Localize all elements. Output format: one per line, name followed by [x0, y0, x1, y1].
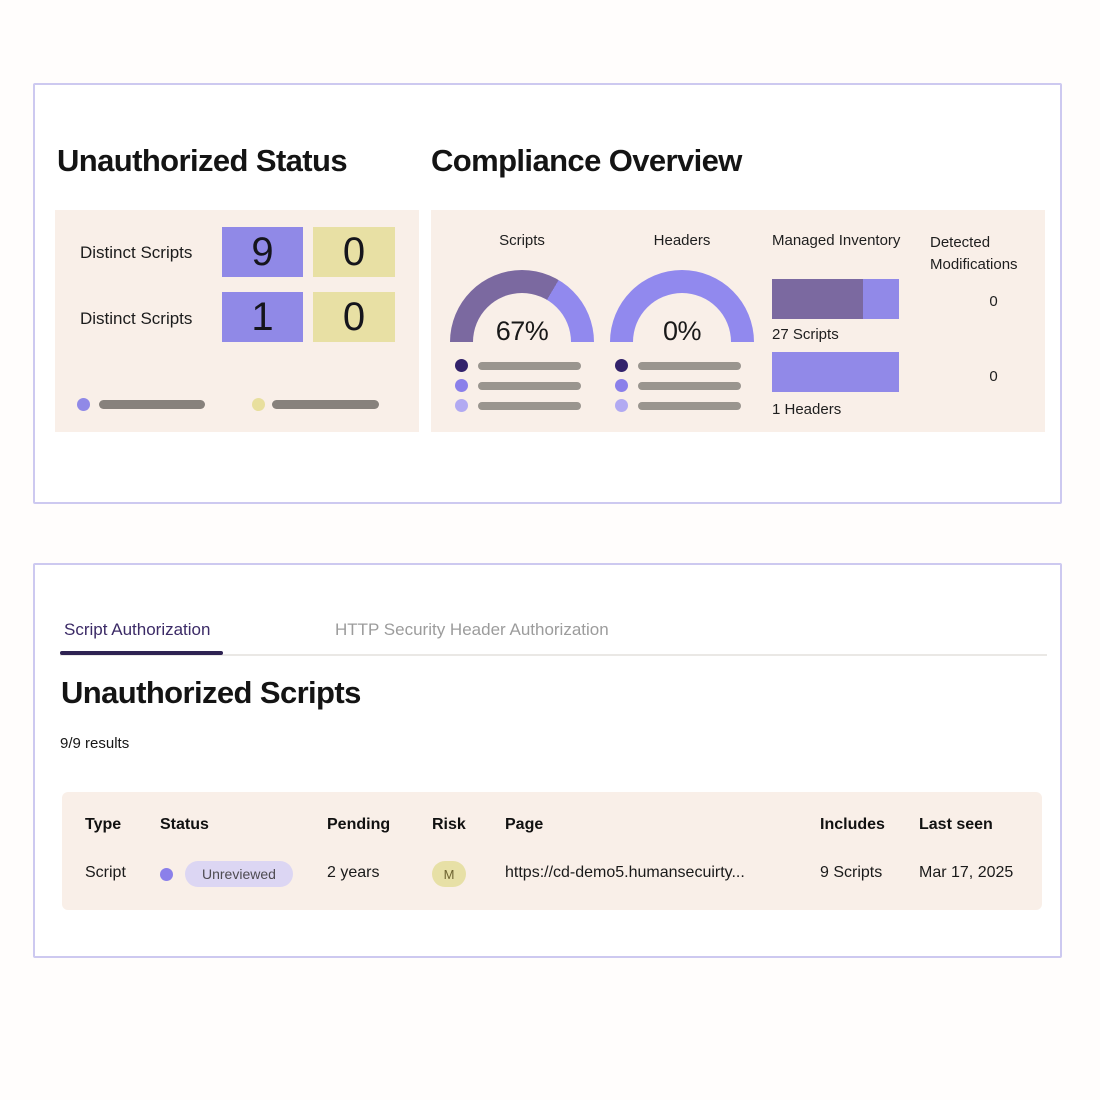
- gauge-legend: [455, 359, 581, 419]
- cell-page-link[interactable]: https://cd-demo5.humansecuirty...: [505, 864, 745, 881]
- column-header-page: Page: [505, 816, 544, 833]
- scripts-inventory-bar: [772, 279, 899, 319]
- authorized-count-value: 0: [342, 229, 366, 274]
- headers-gauge: Headers 0%: [610, 210, 754, 432]
- legend-dot-yellow: [252, 398, 265, 411]
- column-header-last-seen: Last seen: [919, 816, 993, 833]
- cell-type: Script: [85, 864, 126, 881]
- compliance-overview-panel: Scripts 67% Headers 0%: [431, 210, 1045, 432]
- legend-dot-mid: [615, 379, 628, 392]
- risk-badge: M: [432, 861, 466, 887]
- unauthorized-scripts-table: Type Status Pending Risk Page Includes L…: [62, 792, 1042, 910]
- overview-card: Unauthorized Status Compliance Overview …: [33, 83, 1062, 504]
- scripts-inventory-fill: [772, 279, 864, 319]
- column-header-includes: Includes: [820, 816, 885, 833]
- tab-http-security-header-authorization[interactable]: HTTP Security Header Authorization: [335, 620, 609, 639]
- column-header-risk: Risk: [432, 816, 466, 833]
- gauge-arc: 0%: [610, 270, 754, 342]
- detected-modifications-value: 0: [989, 368, 998, 385]
- legend-dot-mid: [455, 379, 468, 392]
- status-dot-icon: [160, 868, 173, 881]
- unauthorized-count-box: 9: [222, 227, 303, 277]
- unauthorized-count-value: 9: [251, 229, 274, 274]
- gauge-label: Headers: [653, 232, 711, 249]
- scripts-inventory-label: 27 Scripts: [772, 326, 839, 343]
- cell-last-seen: Mar 17, 2025: [919, 864, 1014, 881]
- legend-dot-purple: [77, 398, 90, 411]
- status-row-label: Distinct Scripts: [80, 309, 193, 328]
- unauthorized-scripts-heading: Unauthorized Scripts: [61, 675, 361, 710]
- column-header-status: Status: [160, 816, 209, 833]
- gauge-percent: 67%: [495, 316, 549, 342]
- managed-inventory-title: Managed Inventory: [772, 232, 901, 249]
- gauge-arc: 67%: [450, 270, 594, 342]
- status-badge: Unreviewed: [185, 861, 293, 887]
- unauthorized-status-title: Unauthorized Status: [57, 143, 348, 178]
- results-count: 9/9 results: [60, 735, 130, 752]
- gauge-label: Scripts: [499, 232, 545, 249]
- legend-placeholder-bar: [478, 381, 581, 390]
- authorization-card: Script Authorization HTTP Security Heade…: [33, 563, 1062, 958]
- legend-dot-light: [615, 399, 628, 412]
- compliance-overview-title: Compliance Overview: [431, 143, 742, 178]
- legend-dot-light: [455, 399, 468, 412]
- legend-placeholder-bar: [638, 401, 741, 410]
- cell-includes: 9 Scripts: [820, 864, 883, 881]
- tab-divider: [60, 654, 1047, 656]
- legend-placeholder-bar: [638, 381, 741, 390]
- tab-script-authorization[interactable]: Script Authorization: [64, 620, 211, 639]
- scripts-gauge: Scripts 67%: [450, 210, 594, 432]
- unauthorized-count-value: 1: [251, 294, 274, 339]
- legend-placeholder-bar: [272, 400, 379, 409]
- headers-inventory-bar: [772, 352, 899, 392]
- legend-dot-dark: [455, 359, 468, 372]
- unauthorized-status-panel: Distinct Scripts 9 0 Distinct Scripts 1 …: [55, 210, 419, 432]
- legend-placeholder-bar: [478, 401, 581, 410]
- active-tab-underline: [60, 651, 223, 655]
- unauthorized-count-box: 1: [222, 292, 303, 342]
- column-header-pending: Pending: [327, 816, 391, 833]
- detected-modifications-title: Detected Modifications: [930, 234, 1018, 273]
- status-row-label: Distinct Scripts: [80, 243, 193, 262]
- cell-pending: 2 years: [327, 864, 380, 881]
- legend-placeholder-bar: [638, 361, 741, 370]
- legend-placeholder-bar: [99, 400, 205, 409]
- legend-dot-dark: [615, 359, 628, 372]
- authorized-count-box: 0: [313, 292, 395, 342]
- gauge-legend: [615, 359, 741, 419]
- authorized-count-value: 0: [342, 294, 366, 339]
- headers-inventory-label: 1 Headers: [772, 401, 842, 418]
- legend-placeholder-bar: [478, 361, 581, 370]
- gauge-percent: 0%: [662, 316, 702, 342]
- column-header-type: Type: [85, 816, 122, 833]
- authorized-count-box: 0: [313, 227, 395, 277]
- detected-modifications-value: 0: [989, 293, 998, 310]
